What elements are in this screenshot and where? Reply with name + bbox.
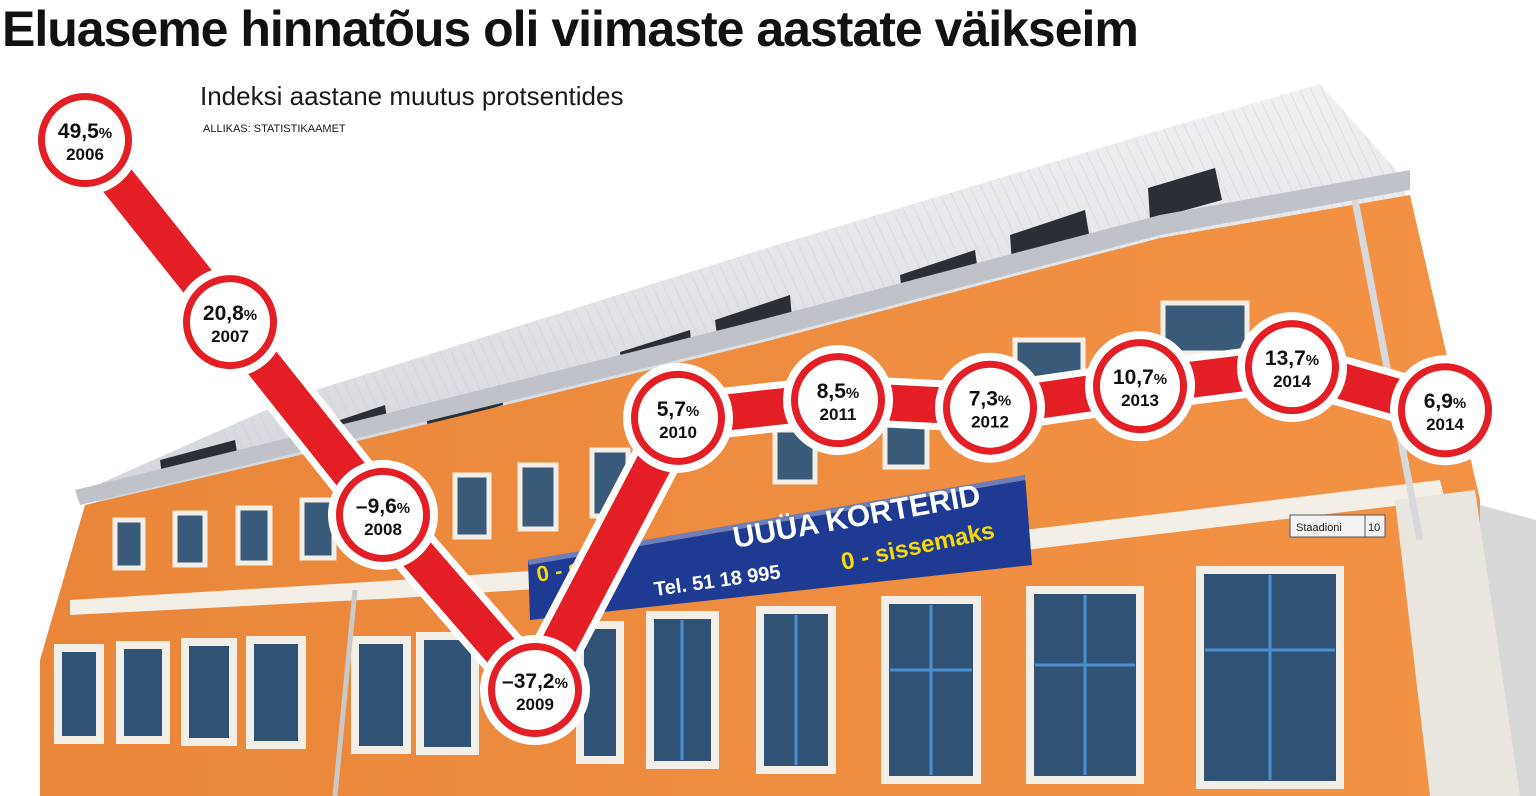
series-line: [65, 124, 1452, 715]
data-point-1: 49,5% 2006: [30, 85, 140, 195]
left-drainpipe: [332, 589, 358, 796]
building-photo: UUÜA KORTERID 0 - sis Tel. 51 18 995 0 -…: [40, 84, 1536, 796]
data-point-8: 10,7% 2013: [1085, 331, 1195, 442]
data-point-3: –9,6% 2008: [328, 459, 438, 570]
window-muntins: [680, 575, 1335, 780]
category-label: 2009: [516, 695, 554, 714]
category-label: 2013: [1121, 391, 1159, 410]
data-point-6: 8,5% 2011: [783, 345, 893, 456]
data-label: 5,7%: [657, 398, 700, 421]
banner: UUÜA KORTERID 0 - sis Tel. 51 18 995 0 -…: [528, 475, 1032, 620]
data-label: 6,9%: [1424, 390, 1467, 413]
data-label: 8,5%: [817, 380, 860, 403]
category-label: 2012: [971, 413, 1009, 432]
marker-inner-disc: [1252, 327, 1332, 408]
marker-inner-disc: [1405, 370, 1485, 451]
data-point-2: 20,8% 2007: [175, 267, 285, 378]
headline: Eluaseme hinnatõus oli viimaste aastate …: [2, 1, 1139, 57]
data-label: 13,7%: [1265, 347, 1319, 370]
data-label: 10,7%: [1113, 366, 1167, 389]
data-label: –37,2%: [502, 670, 568, 693]
gutter: [75, 170, 1410, 505]
data-point-10: 6,9% 2014: [1390, 355, 1500, 466]
corner-quoins: [1395, 490, 1520, 796]
chart-subtitle: Indeksi aastane muutus protsentides: [200, 81, 624, 111]
data-point-7: 7,3% 2012: [935, 352, 1045, 463]
category-label: 2008: [364, 520, 402, 539]
category-label: 2014: [1426, 415, 1464, 434]
marker-inner-disc: [1100, 346, 1180, 427]
roof-ribs: [90, 84, 1405, 505]
category-label: 2007: [211, 327, 249, 346]
data-point-9: 13,7% 2014: [1237, 312, 1347, 423]
data-point-4: –37,2% 2009: [480, 635, 590, 745]
data-markers: 49,5% 2006 20,8% 2007 –9,6% 2008 –37,2% 2009 5,7…: [30, 85, 1500, 745]
data-label: –9,6%: [356, 495, 410, 518]
marker-inner-disc: [45, 100, 125, 180]
category-label: 2006: [66, 145, 104, 164]
chart-source: ALLIKAS: STATISTIKAAMET: [203, 123, 346, 135]
marker-inner-disc: [190, 282, 270, 363]
marker-inner-disc: [638, 377, 718, 458]
marker-inner-disc: [950, 367, 1030, 448]
street-sign: Staadioni 10: [1289, 514, 1386, 538]
category-label: 2010: [659, 423, 697, 442]
data-label: 7,3%: [969, 388, 1012, 411]
data-point-5: 5,7% 2010: [623, 362, 733, 473]
category-label: 2011: [820, 405, 857, 424]
marker-inner-disc: [495, 650, 575, 730]
data-label: 49,5%: [58, 120, 112, 143]
street-sign-number: 10: [1368, 522, 1380, 534]
category-label: 2014: [1273, 372, 1311, 391]
marker-inner-disc: [343, 474, 423, 555]
marker-inner-disc: [798, 360, 878, 441]
series-line-path: [70, 128, 1450, 708]
data-label: 20,8%: [203, 302, 257, 325]
street-sign-name: Staadioni: [1296, 522, 1342, 534]
